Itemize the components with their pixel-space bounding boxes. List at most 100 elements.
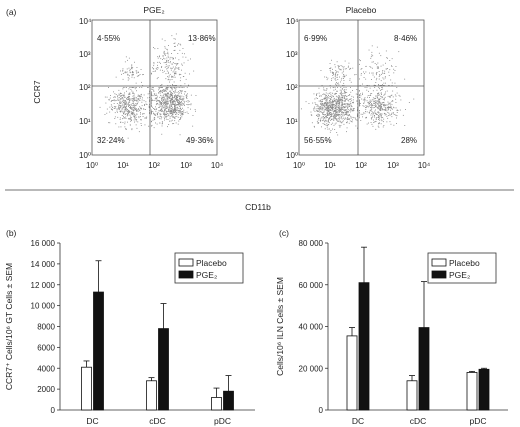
quadrant-ur-label: 8·46% [394, 34, 417, 43]
event-dot [325, 99, 327, 101]
event-dot [139, 96, 141, 98]
event-dot [169, 79, 171, 81]
event-dot [334, 129, 336, 130]
event-dot [360, 120, 362, 121]
event-dot [374, 63, 376, 64]
event-dot [316, 114, 317, 116]
event-dot [336, 74, 338, 76]
event-dot [315, 108, 317, 110]
event-dot [173, 99, 174, 101]
event-dot [162, 87, 163, 88]
x-tick-label: 10² [148, 161, 160, 170]
event-dot [174, 76, 176, 78]
event-dot [176, 104, 178, 106]
event-dot [153, 95, 155, 97]
event-dot [339, 109, 341, 111]
event-dot [327, 102, 328, 104]
event-dot [329, 112, 331, 114]
event-dot [359, 115, 360, 117]
event-dot [137, 94, 139, 96]
event-dot [131, 75, 133, 77]
event-dot [126, 105, 127, 107]
event-dot [152, 88, 154, 90]
event-dot [161, 98, 163, 100]
event-dot [329, 92, 330, 94]
event-dot [323, 89, 325, 91]
event-dot [357, 103, 358, 105]
event-dot [126, 101, 128, 103]
event-dot [169, 107, 170, 109]
event-dot [175, 99, 177, 101]
event-dot [369, 104, 371, 106]
event-dot [179, 87, 181, 88]
panel-label-c: (c) [279, 228, 289, 238]
event-dot [182, 56, 184, 58]
event-dot [159, 91, 160, 92]
event-dot [349, 115, 351, 116]
event-dot [192, 43, 194, 45]
event-dot [331, 95, 333, 97]
event-dot [315, 97, 317, 99]
event-dot [336, 100, 338, 102]
event-dot [125, 110, 127, 111]
event-dot [187, 104, 189, 106]
event-dot [351, 108, 353, 110]
event-dot [377, 93, 378, 94]
event-dot [159, 102, 161, 103]
event-dot [133, 87, 135, 88]
event-dot [386, 90, 388, 92]
event-dot [156, 108, 158, 110]
event-dot [338, 102, 340, 104]
event-dot [149, 111, 150, 113]
event-dot [129, 96, 130, 97]
event-dot [166, 70, 168, 72]
event-dot [346, 111, 347, 113]
event-dot [367, 85, 368, 86]
event-dot [154, 118, 156, 120]
event-dot [160, 102, 162, 103]
event-dot [350, 98, 352, 100]
event-dot [318, 109, 320, 111]
event-dot [338, 65, 340, 67]
event-dot [369, 110, 371, 112]
event-dot [329, 118, 331, 120]
event-dot [121, 107, 123, 109]
event-dot [120, 95, 122, 96]
event-dot [163, 95, 164, 97]
event-dot [122, 122, 124, 123]
event-dot [350, 98, 351, 100]
event-dot [377, 107, 378, 109]
event-dot [178, 102, 179, 104]
event-dot [171, 98, 173, 100]
event-dot [349, 103, 350, 105]
event-dot [382, 70, 384, 71]
event-dot [134, 114, 135, 116]
event-dot [394, 70, 396, 71]
event-dot [156, 95, 158, 96]
event-dot [389, 96, 390, 98]
event-dot [138, 117, 140, 119]
event-dot [335, 113, 337, 115]
event-dot [323, 110, 325, 112]
event-dot [172, 102, 174, 104]
event-dot [118, 126, 120, 128]
event-dot [408, 102, 410, 103]
event-dot [400, 99, 402, 101]
event-dot [158, 100, 160, 102]
event-dot [349, 106, 350, 107]
event-dot [157, 77, 159, 78]
event-dot [120, 121, 122, 123]
event-dot [328, 104, 330, 106]
event-dot [180, 44, 182, 46]
event-dot [120, 102, 121, 104]
event-dot [362, 94, 363, 95]
event-dot [355, 93, 357, 95]
event-dot [154, 93, 155, 95]
event-dot [362, 83, 363, 85]
event-dot [383, 106, 385, 108]
event-dot [130, 115, 132, 117]
event-dot [174, 69, 176, 70]
event-dot [118, 109, 120, 110]
event-dot [164, 110, 166, 112]
event-dot [156, 69, 158, 70]
